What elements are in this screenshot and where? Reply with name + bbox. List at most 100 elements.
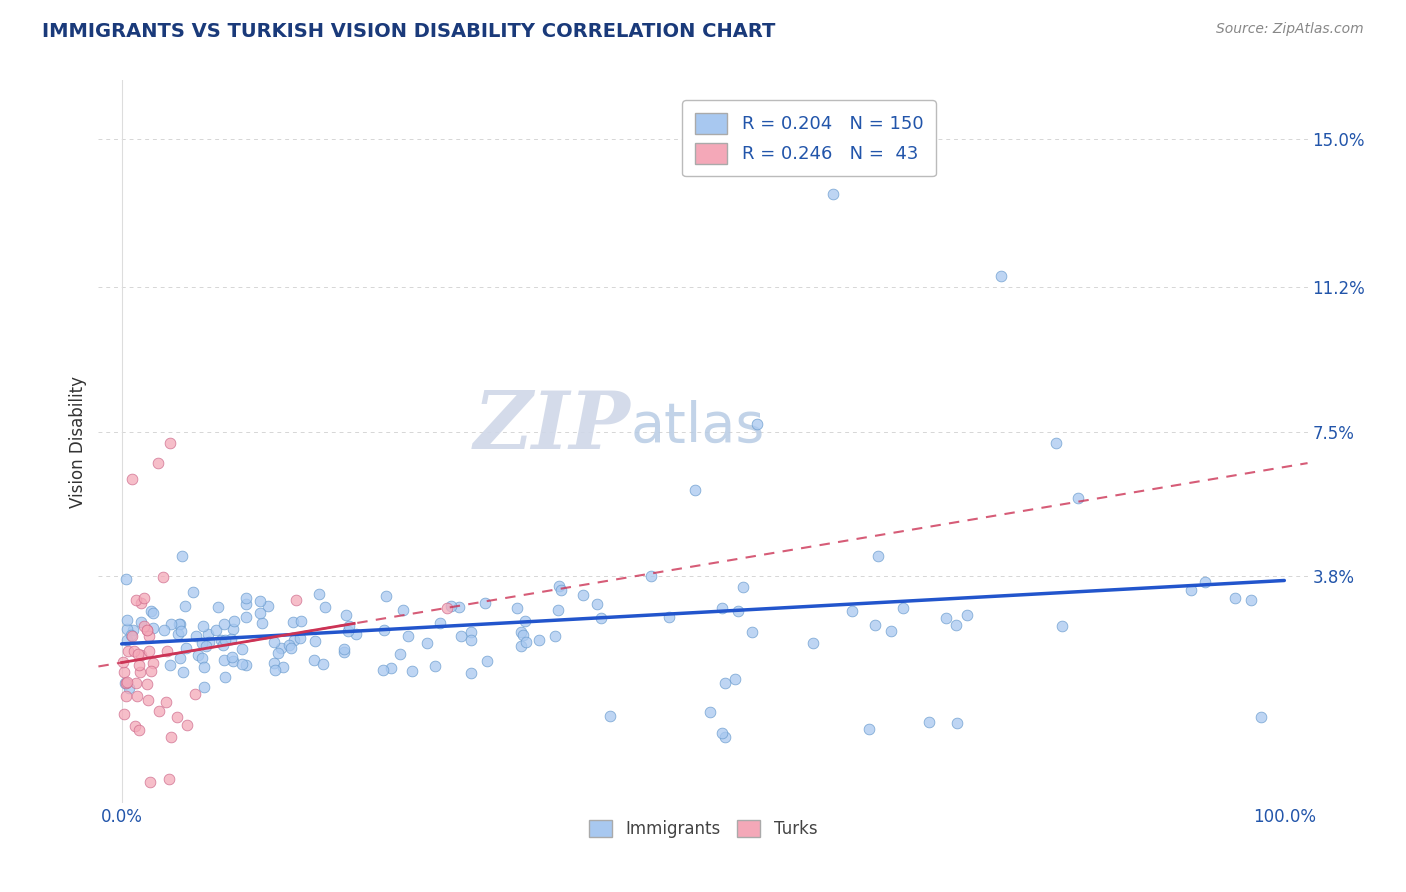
Point bbox=[599, 709, 621, 723]
Point bbox=[1240, 593, 1263, 607]
Point bbox=[127, 647, 149, 661]
Point bbox=[235, 657, 257, 672]
Point bbox=[121, 472, 143, 486]
Point bbox=[880, 624, 903, 639]
Point bbox=[121, 623, 143, 637]
Point bbox=[235, 591, 257, 605]
Point bbox=[841, 604, 863, 618]
Point bbox=[801, 636, 824, 650]
Point bbox=[249, 606, 271, 620]
Point bbox=[115, 675, 138, 690]
Point bbox=[170, 549, 193, 563]
Point bbox=[333, 644, 356, 658]
Point bbox=[1050, 619, 1073, 633]
Point bbox=[141, 604, 163, 618]
Point bbox=[283, 632, 305, 647]
Point bbox=[1223, 591, 1246, 606]
Point bbox=[136, 624, 159, 638]
Point bbox=[945, 617, 967, 632]
Point bbox=[337, 618, 360, 632]
Point bbox=[191, 651, 214, 665]
Point bbox=[868, 549, 890, 564]
Point bbox=[863, 618, 886, 632]
Point bbox=[138, 629, 160, 643]
Point bbox=[222, 622, 245, 636]
Point bbox=[207, 599, 229, 614]
Point bbox=[460, 665, 482, 680]
Text: IMMIGRANTS VS TURKISH VISION DISABILITY CORRELATION CHART: IMMIGRANTS VS TURKISH VISION DISABILITY … bbox=[42, 22, 776, 41]
Point bbox=[193, 680, 215, 694]
Text: ZIP: ZIP bbox=[474, 388, 630, 466]
Point bbox=[281, 615, 304, 629]
Point bbox=[264, 664, 287, 678]
Point bbox=[252, 616, 274, 631]
Point bbox=[741, 624, 763, 639]
Point bbox=[190, 636, 212, 650]
Point bbox=[278, 638, 301, 652]
Point bbox=[231, 657, 253, 672]
Point bbox=[263, 634, 285, 648]
Point bbox=[209, 633, 232, 648]
Point bbox=[118, 681, 141, 696]
Point bbox=[128, 723, 150, 737]
Point bbox=[314, 600, 336, 615]
Point bbox=[711, 601, 734, 615]
Point bbox=[308, 587, 330, 601]
Point bbox=[159, 657, 181, 672]
Point bbox=[263, 656, 285, 670]
Point bbox=[205, 623, 228, 637]
Y-axis label: Vision Disability: Vision Disability bbox=[69, 376, 87, 508]
Point bbox=[946, 715, 969, 730]
Point bbox=[731, 580, 754, 594]
Point bbox=[124, 719, 146, 733]
Point bbox=[134, 591, 156, 606]
Point bbox=[1067, 491, 1090, 505]
Point bbox=[891, 601, 914, 615]
Point bbox=[747, 417, 769, 431]
Point bbox=[148, 456, 170, 470]
Point bbox=[197, 627, 219, 641]
Point bbox=[222, 614, 245, 628]
Point bbox=[231, 642, 253, 657]
Point bbox=[187, 648, 209, 662]
Point bbox=[121, 629, 143, 643]
Point bbox=[547, 602, 569, 616]
Point bbox=[160, 730, 183, 744]
Point bbox=[115, 689, 138, 703]
Text: Source: ZipAtlas.com: Source: ZipAtlas.com bbox=[1216, 22, 1364, 37]
Point bbox=[304, 653, 326, 667]
Point bbox=[571, 588, 593, 602]
Point bbox=[475, 654, 498, 668]
Point bbox=[585, 597, 607, 611]
Point bbox=[337, 624, 360, 638]
Point bbox=[312, 657, 335, 671]
Point bbox=[257, 599, 280, 614]
Point bbox=[591, 611, 613, 625]
Point bbox=[142, 621, 165, 635]
Point bbox=[510, 624, 533, 639]
Point bbox=[152, 570, 174, 584]
Point bbox=[138, 644, 160, 658]
Point bbox=[153, 623, 176, 637]
Point bbox=[115, 572, 138, 586]
Point bbox=[505, 601, 527, 615]
Point bbox=[219, 632, 242, 647]
Point bbox=[174, 640, 197, 655]
Point bbox=[136, 693, 159, 707]
Point bbox=[184, 688, 207, 702]
Point bbox=[135, 677, 157, 691]
Point bbox=[139, 665, 162, 679]
Point bbox=[280, 640, 302, 655]
Point bbox=[273, 660, 295, 674]
Point bbox=[167, 627, 190, 641]
Point bbox=[512, 628, 534, 642]
Point bbox=[122, 644, 145, 658]
Point bbox=[640, 568, 662, 582]
Point bbox=[170, 624, 193, 638]
Point bbox=[1194, 575, 1216, 590]
Point bbox=[935, 611, 957, 625]
Point bbox=[173, 599, 195, 613]
Point bbox=[401, 664, 423, 678]
Point bbox=[727, 604, 749, 618]
Point bbox=[436, 600, 458, 615]
